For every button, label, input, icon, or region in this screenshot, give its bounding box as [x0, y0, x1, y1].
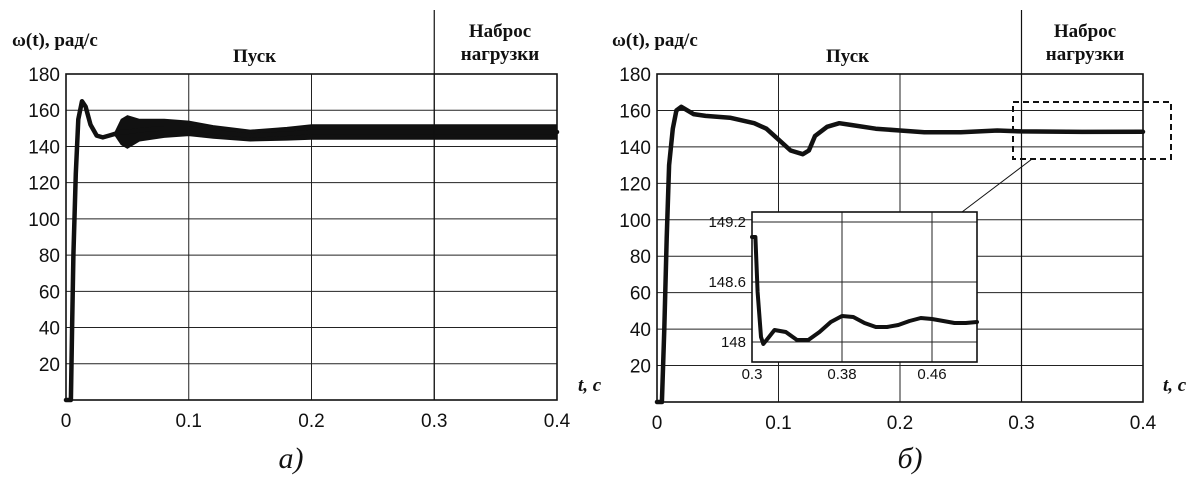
x-tick-label: 0.3	[1008, 413, 1034, 434]
y-tick-label: 40	[630, 320, 651, 341]
chart-b-xlabel: t, с	[1163, 375, 1187, 396]
chart-b-phase-label-load: Наброс нагрузки	[1046, 21, 1124, 65]
x-tick-label: 0	[61, 411, 72, 432]
chart-b-ylabel: ω(t), рад/с	[612, 30, 698, 51]
x-tick-label: 0.4	[544, 411, 571, 432]
x-tick-label: 0.3	[421, 411, 447, 432]
inset-x-tick-label: 0.3	[742, 366, 763, 383]
chart-a: 20 40 60 80 100 120 140 160 180 0 0.1 0.2 0.3 0.4 ω(…	[12, 10, 602, 475]
phase-label-line: нагрузки	[1046, 44, 1124, 65]
chart-b-phase-label-start: Пуск	[826, 46, 869, 67]
y-tick-label: 80	[39, 246, 60, 267]
chart-a-caption: а)	[279, 442, 304, 475]
phase-label-line: нагрузки	[461, 44, 539, 65]
chart-b-caption: б)	[897, 442, 922, 475]
y-tick-label: 120	[28, 174, 60, 195]
chart-a-frame	[65, 73, 558, 401]
x-tick-label: 0.2	[298, 411, 324, 432]
x-tick-label: 0.1	[176, 411, 202, 432]
inset-speed-curve	[750, 235, 979, 346]
x-tick-label: 0.1	[765, 413, 791, 434]
chart-b: 20 40 60 80 100 120 140 160 180 0 0.1 0.2 0.3 0.4 ω(…	[612, 10, 1187, 475]
chart-a-phase-label-load: Наброс нагрузки	[461, 21, 539, 65]
y-tick-label: 180	[28, 65, 60, 86]
inset-frame	[751, 211, 978, 363]
inset-y-tick-label: 148.6	[708, 274, 746, 291]
chart-b-zoom-box	[1012, 101, 1172, 160]
chart-b-frame	[656, 73, 1144, 403]
y-tick-label: 60	[39, 282, 60, 303]
y-tick-label: 100	[619, 211, 651, 232]
y-tick-label: 60	[630, 284, 651, 305]
inset-y-tick-label: 149.2	[708, 214, 746, 231]
chart-a-speed-curve	[63, 98, 560, 403]
x-tick-label: 0.2	[887, 413, 913, 434]
chart-a-xlabel: t, с	[578, 375, 602, 396]
y-tick-label: 160	[619, 101, 651, 122]
y-tick-label: 20	[630, 357, 651, 378]
inset-y-tick-label: 148	[721, 334, 746, 351]
chart-a-ylabel: ω(t), рад/с	[12, 30, 98, 51]
chart-b-speed-curve	[654, 104, 1146, 405]
x-tick-label: 0	[652, 413, 663, 434]
chart-a-phase-label-start: Пуск	[233, 46, 276, 67]
inset-x-tick-label: 0.38	[827, 366, 856, 383]
y-tick-label: 100	[28, 210, 60, 231]
inset-grid	[752, 212, 977, 362]
chart-b-zoom-connector	[961, 158, 1033, 213]
y-tick-label: 80	[630, 247, 651, 268]
x-tick-label: 0.4	[1130, 413, 1157, 434]
phase-label-line: Наброс	[469, 21, 531, 42]
y-tick-label: 180	[619, 65, 651, 86]
inset-x-tick-label: 0.46	[917, 366, 946, 383]
chart-b-inset: 148 148.6 149.2 0.3 0.38 0.46	[708, 211, 979, 383]
phase-label-line: Наброс	[1054, 21, 1116, 42]
y-tick-label: 140	[28, 137, 60, 158]
y-tick-label: 120	[619, 174, 651, 195]
y-tick-label: 160	[28, 101, 60, 122]
y-tick-label: 20	[39, 355, 60, 376]
y-tick-label: 140	[619, 138, 651, 159]
y-tick-label: 40	[39, 319, 60, 340]
